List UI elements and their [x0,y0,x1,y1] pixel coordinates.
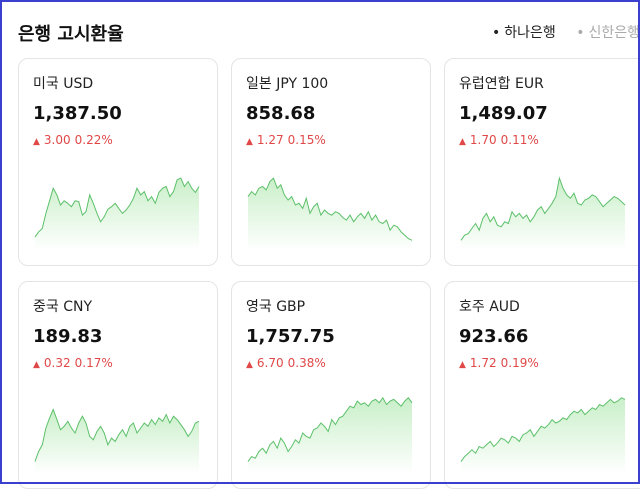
currency-name: 영국 GBP [246,299,306,315]
change-percent: 0.15% [287,133,326,147]
page-title: 은행 고시환율 [18,24,124,45]
change-percent: 0.19% [500,356,539,370]
up-triangle-icon: ▲ [459,360,466,370]
sparkline-line [460,397,626,462]
bank-tab-shinhan[interactable]: • 신한은행 [576,22,640,42]
change-amount: 1.27 [256,133,284,147]
sparkline-area [35,409,199,474]
sparkline-chart [34,408,200,474]
sparkline-line [460,176,626,241]
currency-card-aud[interactable]: 호주 AUD 923.66 ▲ 1.72 0.19% [444,281,640,489]
exchange-rate: 189.83 [33,326,103,347]
exchange-rate: 1,757.75 [246,326,335,347]
sparkline-line [34,408,200,462]
currency-card-gbp[interactable]: 영국 GBP 1,757.75 ▲ 6.70 0.38% [231,281,431,489]
rate-change: ▲ 1.72 0.19% [459,356,539,370]
bullet-dot-icon: • [576,25,585,41]
up-triangle-icon: ▲ [33,137,40,147]
bank-tabs: • 하나은행 • 신한은행 [492,22,640,42]
change-amount: 3.00 [43,133,71,147]
sparkline-line [247,177,413,241]
sparkline-line [247,396,413,462]
exchange-rate: 923.66 [459,326,529,347]
sparkline-chart [34,177,200,251]
up-triangle-icon: ▲ [459,137,466,147]
rate-change: ▲ 6.70 0.38% [246,356,326,370]
change-amount: 6.70 [256,356,284,370]
rate-change: ▲ 1.27 0.15% [246,133,326,147]
exchange-rate: 1,489.07 [459,103,548,124]
bank-tab-label: 신한은행 [588,25,640,41]
currency-name: 유럽연합 EUR [459,76,544,92]
currency-name: 일본 JPY 100 [246,76,329,92]
change-amount: 1.72 [469,356,497,370]
rate-change: ▲ 0.32 0.17% [33,356,113,370]
sparkline-chart [247,177,413,251]
currency-name: 미국 USD [33,76,94,92]
currency-name: 호주 AUD [459,299,520,315]
up-triangle-icon: ▲ [246,137,253,147]
change-percent: 0.38% [287,356,326,370]
page-header: 은행 고시환율 • 하나은행 • 신한은행 [18,18,640,48]
currency-card-usd[interactable]: 미국 USD 1,387.50 ▲ 3.00 0.22% [18,58,218,266]
rate-change: ▲ 3.00 0.22% [33,133,113,147]
rate-change: ▲ 1.70 0.11% [459,133,539,147]
sparkline-chart [247,396,413,474]
change-percent: 0.11% [500,133,539,147]
bank-tab-hana[interactable]: • 하나은행 [492,22,556,42]
sparkline-chart [460,176,626,251]
change-percent: 0.22% [74,133,113,147]
sparkline-chart [460,397,626,474]
up-triangle-icon: ▲ [246,360,253,370]
currency-card-eur[interactable]: 유럽연합 EUR 1,489.07 ▲ 1.70 0.11% [444,58,640,266]
bank-tab-label: 하나은행 [504,25,556,41]
change-amount: 0.32 [43,356,71,370]
change-percent: 0.17% [74,356,113,370]
currency-card-jpy[interactable]: 일본 JPY 100 858.68 ▲ 1.27 0.15% [231,58,431,266]
sparkline-area [248,397,412,474]
exchange-rate: 1,387.50 [33,103,122,124]
exchange-rate: 858.68 [246,103,316,124]
currency-name: 중국 CNY [33,299,93,315]
up-triangle-icon: ▲ [33,360,40,370]
change-amount: 1.70 [469,133,497,147]
sparkline-area [461,397,625,474]
sparkline-line [34,177,200,238]
currency-card-cny[interactable]: 중국 CNY 189.83 ▲ 0.32 0.17% [18,281,218,489]
sparkline-area [461,178,625,251]
bullet-dot-icon: • [492,25,501,41]
